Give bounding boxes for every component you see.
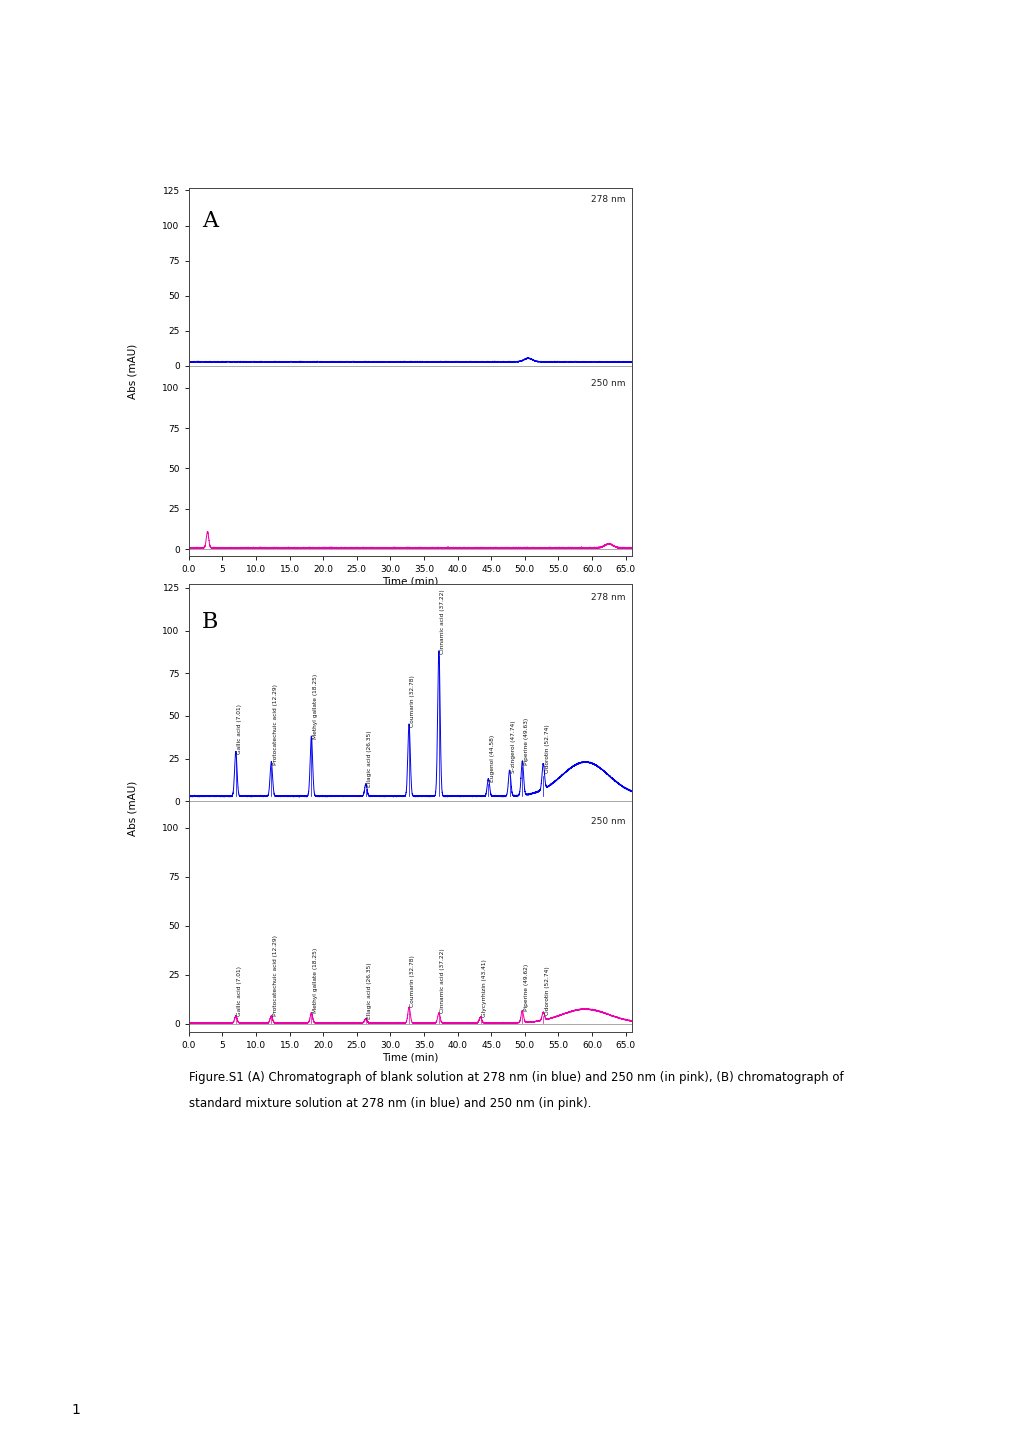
Text: Eugenol (44.58): Eugenol (44.58) bbox=[489, 734, 494, 782]
Text: Odorotin (52.74): Odorotin (52.74) bbox=[544, 724, 549, 773]
Text: Ellagic acid (26.35): Ellagic acid (26.35) bbox=[367, 962, 372, 1019]
X-axis label: Time (min): Time (min) bbox=[382, 576, 438, 586]
Text: Piperine (49.63): Piperine (49.63) bbox=[523, 717, 528, 765]
Text: 250 nm: 250 nm bbox=[591, 817, 625, 825]
Text: S-zingerol (47.74): S-zingerol (47.74) bbox=[511, 720, 516, 773]
Text: Gallic acid (7.01): Gallic acid (7.01) bbox=[237, 704, 242, 755]
Text: Abs (mAU): Abs (mAU) bbox=[127, 781, 138, 835]
Text: Odorotin (52.74): Odorotin (52.74) bbox=[544, 967, 549, 1014]
Text: Coumarin (32.78): Coumarin (32.78) bbox=[410, 675, 415, 727]
Text: Abs (mAU): Abs (mAU) bbox=[127, 343, 138, 400]
Text: 250 nm: 250 nm bbox=[591, 380, 625, 388]
Text: Glycyrrhizin (43.41): Glycyrrhizin (43.41) bbox=[481, 960, 486, 1017]
Text: Protocatechuic acid (12.29): Protocatechuic acid (12.29) bbox=[272, 935, 277, 1016]
Text: Coumarin (32.78): Coumarin (32.78) bbox=[410, 955, 415, 1007]
Text: standard mixture solution at 278 nm (in blue) and 250 nm (in pink).: standard mixture solution at 278 nm (in … bbox=[189, 1097, 590, 1110]
Text: Piperine (49.62): Piperine (49.62) bbox=[523, 964, 528, 1012]
Text: Figure.S1 (A) Chromatograph of blank solution at 278 nm (in blue) and 250 nm (in: Figure.S1 (A) Chromatograph of blank sol… bbox=[189, 1071, 843, 1084]
Text: 278 nm: 278 nm bbox=[591, 195, 625, 203]
Text: Gallic acid (7.01): Gallic acid (7.01) bbox=[237, 965, 242, 1016]
Text: Methyl gallate (18.25): Methyl gallate (18.25) bbox=[313, 674, 318, 739]
Text: B: B bbox=[202, 612, 218, 633]
Text: A: A bbox=[202, 209, 218, 232]
Text: Cinnamic acid (37.22): Cinnamic acid (37.22) bbox=[440, 948, 445, 1013]
X-axis label: Time (min): Time (min) bbox=[382, 1052, 438, 1062]
Text: Cinnamic acid (37.22): Cinnamic acid (37.22) bbox=[440, 589, 445, 654]
Text: Ellagic acid (26.35): Ellagic acid (26.35) bbox=[367, 730, 372, 786]
Text: Protocatechuic acid (12.29): Protocatechuic acid (12.29) bbox=[272, 684, 277, 765]
Text: 1: 1 bbox=[71, 1403, 81, 1417]
Text: Methyl gallate (18.25): Methyl gallate (18.25) bbox=[313, 948, 318, 1013]
Text: 278 nm: 278 nm bbox=[591, 593, 625, 602]
